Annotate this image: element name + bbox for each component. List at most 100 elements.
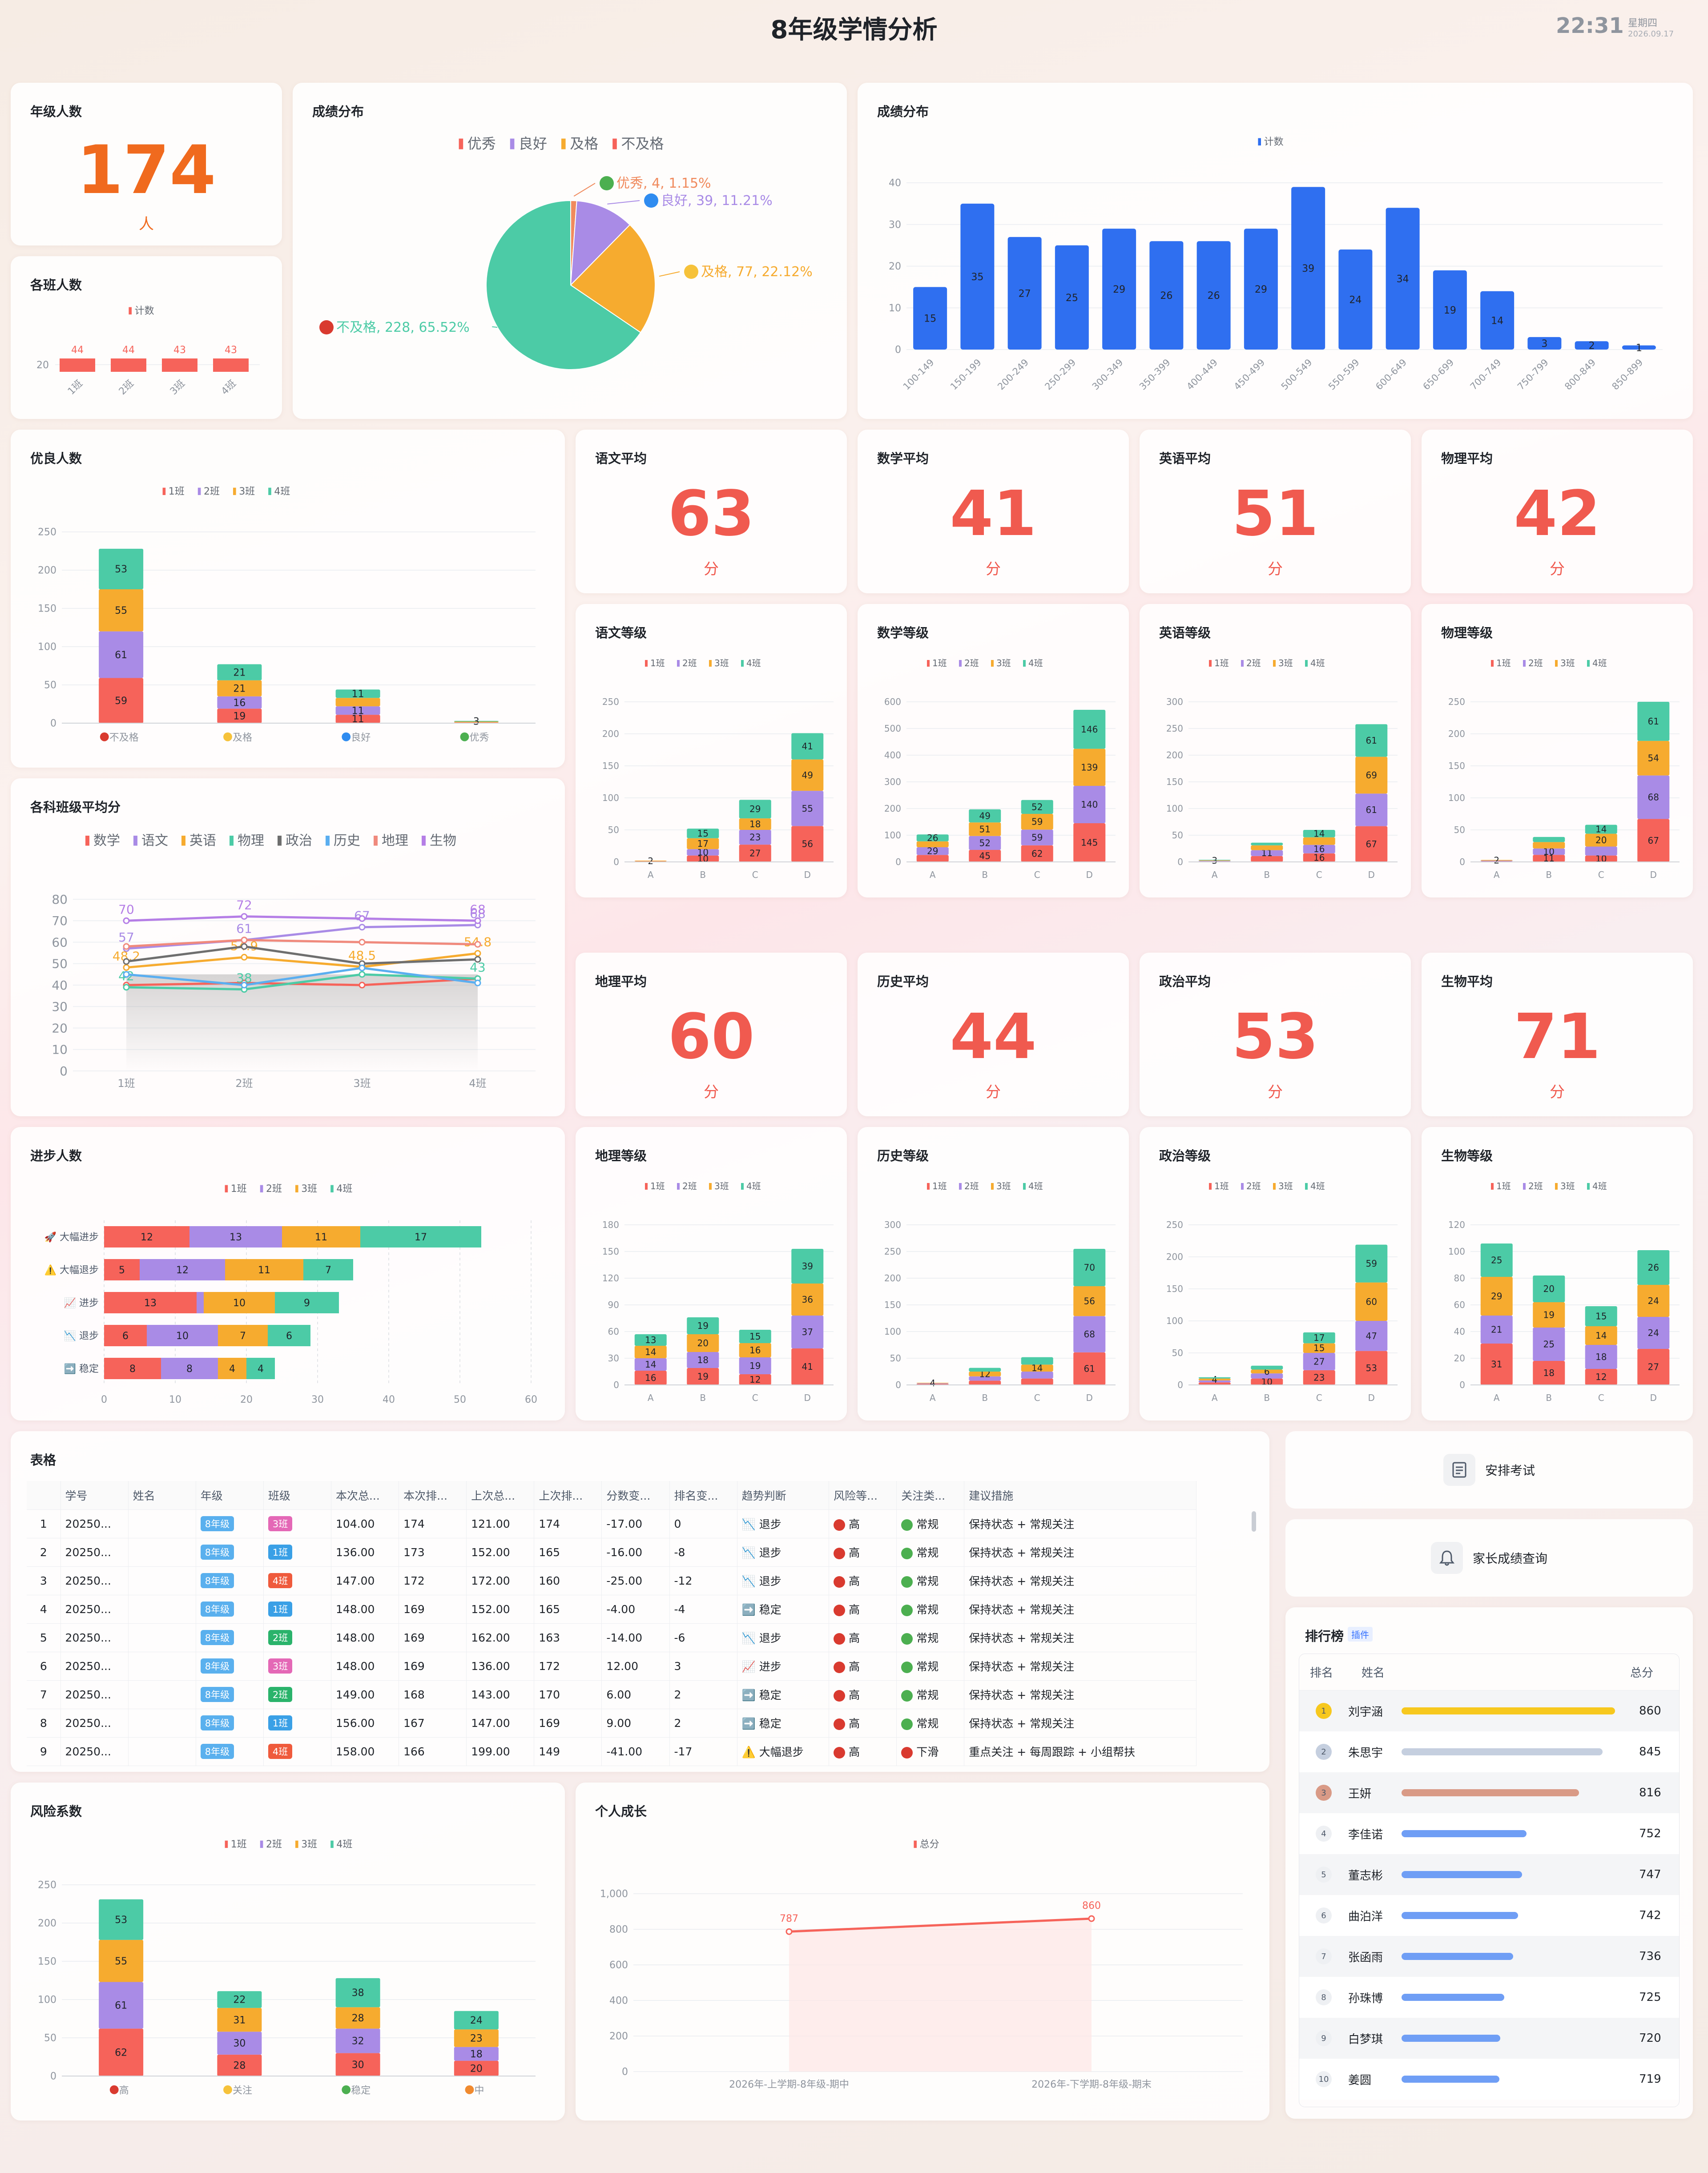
grade-chart-card: 地理等级 1班 2班 3班 4班 0 30 60 90 120 150 180 16 14 14 13 A 19 1… xyxy=(576,1127,847,1420)
ranking-row[interactable]: 4 李佳诺 752 xyxy=(1299,1813,1679,1854)
bar-segment xyxy=(969,822,1001,836)
attention-type: 常规 xyxy=(916,1575,939,1588)
legend-label: 1班 xyxy=(932,658,947,668)
pie-leader xyxy=(607,200,640,205)
attention-cell: 常规 xyxy=(896,1595,965,1624)
bar-segment xyxy=(104,1226,189,1247)
table-row[interactable]: 9 20250... 8年级 4班 158.00 166 199.00 149 -41.00 -1… xyxy=(27,1737,1196,1766)
table-scrollbar[interactable] xyxy=(1252,1511,1256,1532)
table-cell: 169 xyxy=(399,1652,467,1681)
bar-segment xyxy=(99,548,144,589)
legend-swatch xyxy=(914,1840,917,1848)
column-header[interactable]: 关注类... xyxy=(896,1481,965,1510)
parent-query-button[interactable]: 家长成绩查询 xyxy=(1285,1519,1693,1597)
series-point xyxy=(123,971,130,978)
table-cell: 172.00 xyxy=(466,1566,535,1595)
table-row[interactable]: 5 20250... 8年级 2班 148.00 169 162.00 163 -14.00 -6… xyxy=(27,1623,1196,1652)
x-tick: D xyxy=(1368,869,1375,880)
bar-segment xyxy=(739,1357,771,1374)
column-header[interactable]: 上次排... xyxy=(534,1481,602,1510)
data-label: 52 xyxy=(979,837,991,848)
ranking-row[interactable]: 7 张函雨 736 xyxy=(1299,1936,1679,1977)
table-row[interactable]: 2 20250... 8年级 1班 136.00 173 152.00 165 -16.00 -8… xyxy=(27,1538,1196,1567)
column-header[interactable]: 本次排... xyxy=(399,1481,467,1510)
column-header[interactable]: 姓名 xyxy=(128,1481,196,1510)
bar-segment xyxy=(217,708,262,723)
table-row[interactable]: 1 20250... 8年级 3班 104.00 174 121.00 174 -17.00 0 📉… xyxy=(27,1509,1196,1538)
y-tick-label: 50 xyxy=(1172,1348,1183,1358)
risk-cell: 高 xyxy=(829,1623,897,1652)
series-point xyxy=(123,917,130,924)
column-header[interactable]: 班级 xyxy=(263,1481,331,1510)
y-tick-label: 300 xyxy=(884,777,901,787)
ranking-row[interactable]: 1 刘宇涵 860 xyxy=(1299,1690,1679,1731)
avg-value: 41 xyxy=(950,478,1037,550)
legend-swatch xyxy=(230,836,234,846)
y-tick-label: 60 xyxy=(52,935,68,950)
column-header[interactable]: 本次总... xyxy=(331,1481,399,1510)
column-header[interactable]: 排名变... xyxy=(669,1481,737,1510)
score-bar-track xyxy=(1402,1871,1639,1878)
data-label: 12 xyxy=(141,1232,153,1243)
table-row[interactable]: 6 20250... 8年级 3班 148.00 169 136.00 172 12.00 3 📈 … xyxy=(27,1652,1196,1681)
bar-segment xyxy=(791,791,824,826)
category-dot-icon xyxy=(342,2085,351,2094)
x-tick: B xyxy=(1264,869,1270,880)
column-header[interactable]: 风险等... xyxy=(829,1481,897,1510)
x-tick: B xyxy=(700,869,706,880)
x-tick-label: 700-749 xyxy=(1468,357,1503,392)
column-header[interactable]: 年级 xyxy=(196,1481,264,1510)
data-label: 31 xyxy=(233,2015,246,2026)
legend-swatch xyxy=(85,836,89,846)
bar xyxy=(1102,229,1136,350)
class-tag: 3班 xyxy=(268,1658,293,1674)
ranking-row[interactable]: 3 王妍 816 xyxy=(1299,1772,1679,1813)
table-row[interactable]: 8 20250... 8年级 1班 156.00 167 147.00 169 9.00 2 ➡️ … xyxy=(27,1709,1196,1738)
column-header[interactable] xyxy=(27,1481,61,1510)
column-header[interactable]: 上次总... xyxy=(466,1481,535,1510)
grade-cell: 8年级 xyxy=(196,1566,264,1595)
data-label: 56 xyxy=(1084,1296,1095,1307)
column-header[interactable]: 学号 xyxy=(60,1481,129,1510)
schedule-exam-button[interactable]: 安排考试 xyxy=(1285,1431,1693,1509)
y-tick-label: 0 xyxy=(1177,1380,1183,1390)
x-tick-label: 1班 xyxy=(66,378,85,397)
table-row[interactable]: 3 20250... 8年级 4班 147.00 172 172.00 160 -25.00 -1… xyxy=(27,1566,1196,1595)
ranking-row[interactable]: 9 白梦琪 720 xyxy=(1299,2018,1679,2059)
ranking-row[interactable]: 2 朱思宇 845 xyxy=(1299,1731,1679,1772)
avg-card: 生物平均 71 分 xyxy=(1422,953,1693,1116)
class-cell: 1班 xyxy=(263,1595,331,1624)
table-cell: -4.00 xyxy=(601,1595,670,1624)
risk-level: 高 xyxy=(849,1632,860,1645)
data-label: 26 xyxy=(1208,290,1220,302)
table-cell: 0 xyxy=(669,1509,737,1538)
legend-swatch xyxy=(561,138,566,149)
student-score: 725 xyxy=(1639,1991,1661,2004)
x-tick-label: 2026年-上学期-8年级-期中 xyxy=(729,2079,849,2090)
ranking-row[interactable]: 6 曲泊洋 742 xyxy=(1299,1895,1679,1936)
grade-cell: 8年级 xyxy=(196,1509,264,1538)
y-tick-label: 50 xyxy=(52,957,68,971)
score-bar-track xyxy=(1402,1789,1639,1796)
table-row[interactable]: 4 20250... 8年级 1班 148.00 169 152.00 165 -4.00 -4 ➡… xyxy=(27,1595,1196,1624)
column-header[interactable]: 建议措施 xyxy=(964,1481,1196,1510)
ranking-row[interactable]: 8 孙珠博 725 xyxy=(1299,1977,1679,2018)
bar-segment xyxy=(1198,1377,1231,1379)
table-cell: 重点关注 + 每周跟踪 + 小组帮扶 xyxy=(964,1737,1196,1766)
column-header[interactable]: 趋势判断 xyxy=(737,1481,830,1510)
column-header[interactable]: 分数变... xyxy=(601,1481,670,1510)
data-label: 17 xyxy=(697,838,709,849)
data-label: 61 xyxy=(236,922,252,936)
y-tick-label: 150 xyxy=(602,1246,619,1257)
table-row[interactable]: 7 20250... 8年级 2班 149.00 168 143.00 170 6.00 2 ➡️ … xyxy=(27,1680,1196,1709)
data-label: 27 xyxy=(749,848,761,859)
data-label: 14 xyxy=(645,1347,656,1357)
ranking-row[interactable]: 5 董志彬 747 xyxy=(1299,1854,1679,1895)
legend-swatch xyxy=(741,660,744,667)
table-cell: -12 xyxy=(669,1566,737,1595)
x-tick: 及格 xyxy=(223,732,252,744)
ranking-row[interactable]: 10 姜圆 719 xyxy=(1299,2059,1679,2100)
bar-segment xyxy=(739,830,771,845)
red-dot-icon xyxy=(834,1605,846,1616)
table-cell: 136.00 xyxy=(466,1652,535,1681)
